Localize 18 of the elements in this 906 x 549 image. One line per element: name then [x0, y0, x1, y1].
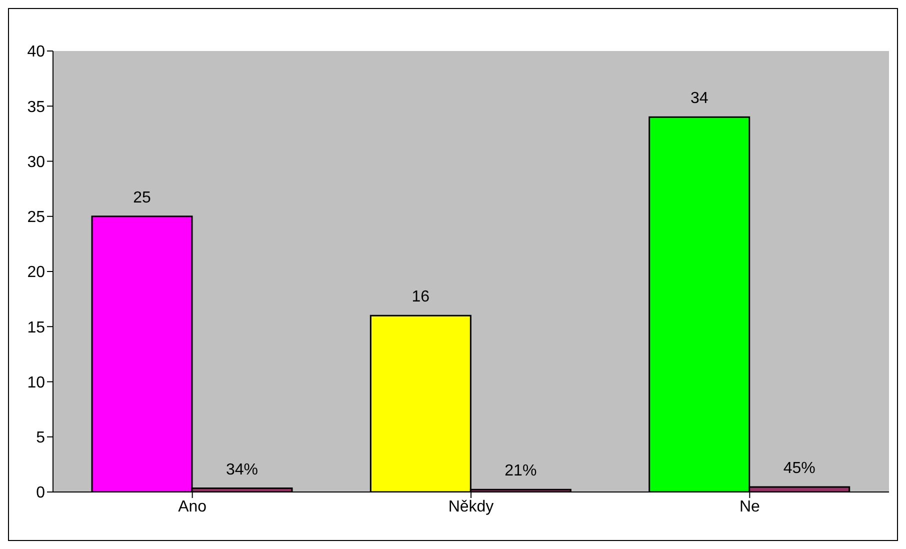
y-tick-label: 35: [27, 98, 46, 116]
x-tick-label: Ne: [739, 498, 760, 516]
data-label: 34%: [226, 461, 258, 478]
data-label: 45%: [783, 460, 816, 478]
y-tick-label: 10: [27, 374, 46, 392]
x-tick-label: Někdy: [448, 498, 494, 516]
x-tick-label: Ano: [178, 498, 207, 516]
data-label: 21%: [504, 462, 537, 480]
y-tick-label: 15: [27, 319, 46, 336]
y-tick-label: 30: [27, 154, 46, 171]
y-tick-label: 0: [36, 484, 46, 502]
y-tick-label: 40: [27, 44, 46, 61]
y-tick-label: 25: [27, 209, 46, 226]
data-label: 16: [412, 288, 430, 306]
y-tick-label: 20: [27, 264, 46, 282]
data-label: 34: [690, 90, 708, 108]
data-label: 25: [133, 189, 152, 206]
y-tick-label: 5: [36, 430, 46, 447]
